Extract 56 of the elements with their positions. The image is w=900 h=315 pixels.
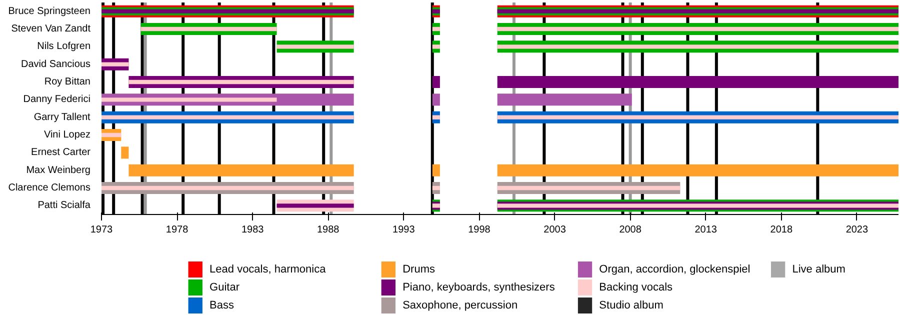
y-tick-label: Roy Bittan xyxy=(44,76,91,88)
legend-label: Guitar xyxy=(210,282,240,294)
x-tick-label: 1973 xyxy=(90,224,114,236)
x-tick-label: 1983 xyxy=(241,224,264,236)
bar xyxy=(432,94,440,106)
bar xyxy=(102,115,354,120)
bar xyxy=(497,26,898,32)
bar xyxy=(102,186,354,190)
bar xyxy=(432,26,440,32)
x-tick-label: 2013 xyxy=(694,224,718,236)
legend-label: Backing vocals xyxy=(599,282,674,294)
legend-label: Studio album xyxy=(599,300,664,312)
x-tick-label: 2023 xyxy=(846,224,869,236)
x-tick-label: 1998 xyxy=(468,224,491,236)
bar xyxy=(497,164,898,176)
y-tick-label: Garry Tallent xyxy=(34,112,91,123)
y-tick-label: Ernest Carter xyxy=(31,147,92,158)
bar xyxy=(121,146,129,159)
bar xyxy=(497,44,898,49)
x-tick-label: 2008 xyxy=(619,224,642,236)
legend-label: Drums xyxy=(402,264,436,276)
y-tick-label: David Sancious xyxy=(21,58,90,70)
legend-label: Piano, keyboards, synthesizers xyxy=(402,282,556,294)
x-tick-label: 2003 xyxy=(544,224,566,236)
x-tick-label: 1993 xyxy=(392,224,416,236)
bar xyxy=(140,26,277,32)
bar xyxy=(276,204,354,208)
legend-label: Saxophone, percussion xyxy=(402,300,518,312)
bar xyxy=(102,98,277,102)
y-tick-label: Clarence Clemons xyxy=(8,182,91,194)
legend-label: Bass xyxy=(210,300,234,312)
x-tick-label: 1978 xyxy=(166,224,189,236)
bar xyxy=(432,115,440,120)
bar xyxy=(497,94,632,106)
x-tick-label: 2018 xyxy=(770,224,793,236)
bar xyxy=(102,62,129,66)
bar xyxy=(432,186,440,190)
bar xyxy=(497,115,898,120)
y-tick-label: Nils Lofgren xyxy=(37,41,90,52)
bar xyxy=(432,44,440,49)
legend-label: Lead vocals, harmonica xyxy=(210,264,327,276)
y-tick-label: Bruce Springsteen xyxy=(8,6,91,17)
bar xyxy=(432,164,440,176)
y-tick-label: Danny Federici xyxy=(23,94,91,106)
bar xyxy=(102,132,122,138)
bar xyxy=(276,44,354,49)
y-tick-label: Patti Scialfa xyxy=(38,200,91,212)
y-tick-label: Vini Lopez xyxy=(44,130,91,140)
x-tick-label: 1988 xyxy=(317,224,340,236)
y-tick-label: Max Weinberg xyxy=(26,164,91,176)
bar xyxy=(128,164,354,176)
bar xyxy=(497,186,680,190)
legend-label: Live album xyxy=(792,264,846,276)
bar xyxy=(128,80,354,84)
y-tick-label: Steven Van Zandt xyxy=(11,24,91,34)
legend-label: Organ, accordion, glockenspiel xyxy=(599,264,750,276)
